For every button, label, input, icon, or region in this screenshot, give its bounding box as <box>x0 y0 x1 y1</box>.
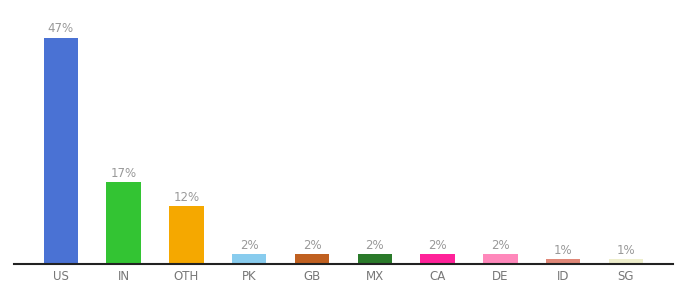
Bar <box>106 182 141 264</box>
Bar <box>609 259 643 264</box>
Text: 12%: 12% <box>173 191 199 204</box>
Text: 2%: 2% <box>428 239 447 252</box>
Text: 47%: 47% <box>48 22 74 35</box>
Text: 1%: 1% <box>554 244 573 257</box>
Bar <box>420 254 455 264</box>
Bar <box>44 38 78 264</box>
Text: 17%: 17% <box>111 167 137 180</box>
Bar <box>169 206 204 264</box>
Text: 2%: 2% <box>491 239 510 252</box>
Bar <box>483 254 517 264</box>
Text: 2%: 2% <box>365 239 384 252</box>
Bar <box>358 254 392 264</box>
Text: 1%: 1% <box>617 244 635 257</box>
Bar <box>546 259 581 264</box>
Text: 2%: 2% <box>303 239 322 252</box>
Bar <box>232 254 267 264</box>
Text: 2%: 2% <box>240 239 258 252</box>
Bar <box>294 254 329 264</box>
